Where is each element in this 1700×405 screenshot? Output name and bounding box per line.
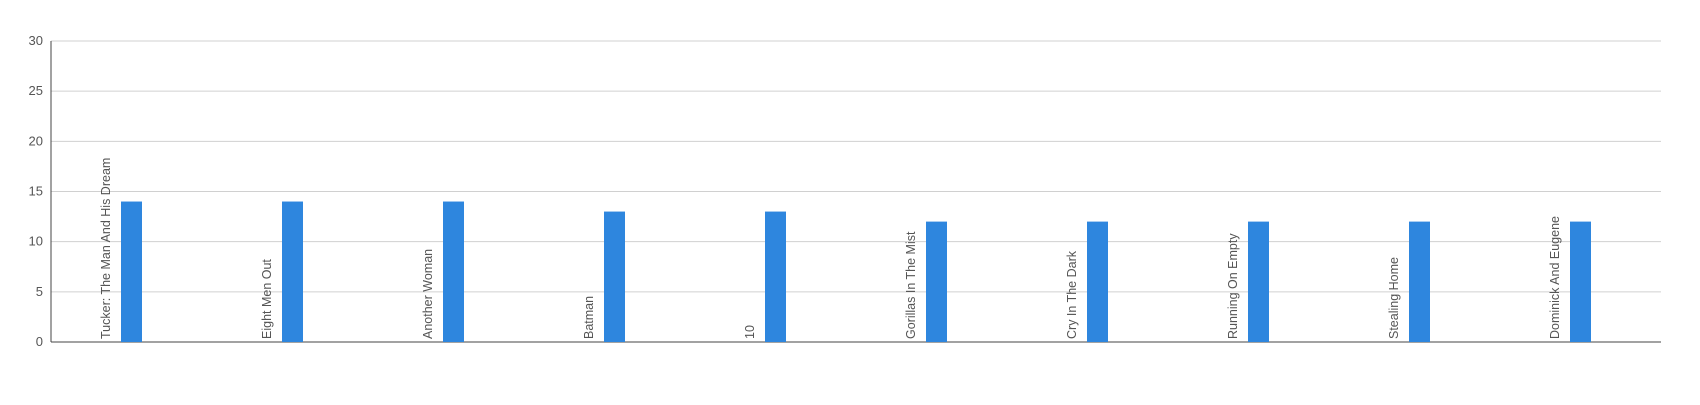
y-tick-label: 10 (29, 234, 43, 249)
bar (282, 201, 303, 342)
category-label: Cry In The Dark (1065, 250, 1079, 339)
bar (1409, 221, 1430, 342)
y-tick-label: 30 (29, 33, 43, 48)
bar (443, 201, 464, 342)
bar (765, 211, 786, 342)
bar (1087, 221, 1108, 342)
category-label: 10 (743, 325, 757, 339)
bar (1570, 221, 1591, 342)
y-tick-label: 20 (29, 133, 43, 148)
bar (121, 201, 142, 342)
category-label: Stealing Home (1387, 257, 1401, 339)
category-label: Running On Empty (1226, 233, 1240, 339)
y-tick-label: 25 (29, 83, 43, 98)
category-label: Dominick And Eugene (1548, 216, 1562, 339)
category-label: Tucker: The Man And His Dream (99, 158, 113, 339)
category-label: Eight Men Out (260, 259, 274, 339)
category-label: Batman (582, 296, 596, 339)
y-tick-label: 5 (36, 284, 43, 299)
category-label: Gorillas In The Mist (904, 231, 918, 339)
y-tick-label: 15 (29, 184, 43, 199)
bar (604, 211, 625, 342)
bar (1248, 221, 1269, 342)
category-label: Another Woman (421, 249, 435, 339)
bar (926, 221, 947, 342)
y-tick-label: 0 (36, 334, 43, 349)
